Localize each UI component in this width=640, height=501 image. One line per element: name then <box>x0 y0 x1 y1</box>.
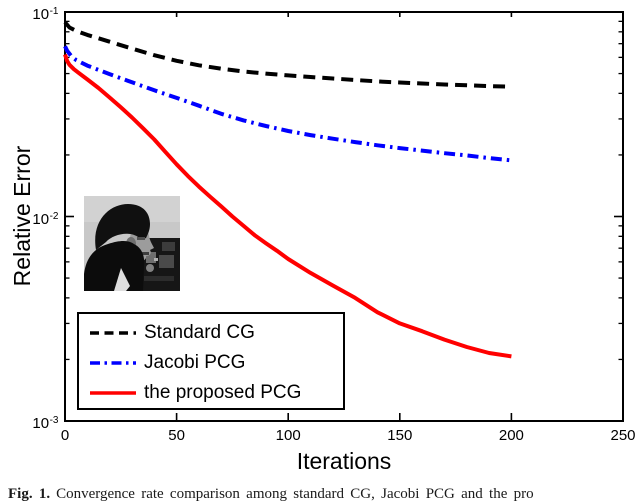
inset-cameraman-figure <box>84 204 154 291</box>
x-tick-label: 150 <box>387 427 413 444</box>
x-tick-label: 250 <box>610 427 636 444</box>
y-tick-label: 10-1 <box>32 6 59 23</box>
legend-label-jacobi-pcg: Jacobi PCG <box>144 352 246 373</box>
legend-sample-line-standard-cg <box>90 331 136 335</box>
x-tick-label: 50 <box>168 427 185 444</box>
plot-canvas <box>63 11 624 422</box>
y-tick-label: 10-2 <box>32 210 59 228</box>
legend: Standard CG Jacobi PCG the proposed PCG <box>77 312 345 410</box>
legend-sample-line-jacobi-pcg <box>90 361 136 365</box>
x-axis-label: Iterations <box>296 448 392 474</box>
x-tick-label: 200 <box>498 427 524 444</box>
curve-jacobi-pcg <box>63 45 512 163</box>
legend-label-the-proposed-pcg: the proposed PCG <box>144 382 302 403</box>
figure-caption: Fig. 1. Convergence rate comparison among… <box>8 486 636 501</box>
legend-label-standard-cg: Standard CG <box>144 322 255 343</box>
cameraman-inset-image <box>84 196 180 291</box>
convergence-plot: Relative Error Iterations <box>9 6 636 474</box>
x-tick-label: 100 <box>275 427 301 444</box>
y-tick-label: 10-3 <box>32 415 59 432</box>
x-tick-label: 0 <box>60 427 70 444</box>
legend-row-jacobi-pcg: Jacobi PCG <box>89 348 343 378</box>
legend-sample-line-the-proposed-pcg <box>90 391 136 395</box>
curve-the-proposed-pcg <box>63 53 512 359</box>
legend-row-the-proposed-pcg: the proposed PCG <box>89 378 343 408</box>
caption-text: Convergence rate comparison among standa… <box>56 486 534 501</box>
legend-row-standard-cg: Standard CG <box>89 318 343 348</box>
caption-figure-number: Fig. 1. <box>8 486 51 501</box>
curve-standard-cg <box>63 20 512 89</box>
